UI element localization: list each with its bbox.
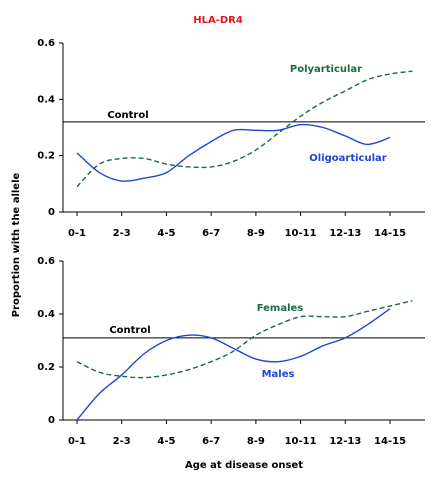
series-line bbox=[76, 308, 391, 421]
x-tick-label: 8-9 bbox=[247, 228, 265, 239]
title: HLA-DR4 bbox=[193, 15, 243, 26]
y-axis-label: Proportion with the allele bbox=[11, 172, 22, 317]
x-axis-label: Age at disease onset bbox=[185, 460, 303, 471]
y-tick-label: 0 bbox=[48, 207, 55, 218]
series-line bbox=[76, 70, 413, 188]
y-tick-label: 0.2 bbox=[37, 362, 55, 373]
x-tick-label: 10-11 bbox=[285, 228, 317, 239]
series-line bbox=[76, 123, 391, 182]
series-label: Oligoarticular bbox=[309, 153, 386, 164]
control-label: Control bbox=[109, 325, 150, 336]
x-tick-label: 0-1 bbox=[68, 228, 86, 239]
y-tick-label: 0 bbox=[48, 415, 55, 426]
x-tick-label: 14-15 bbox=[374, 228, 406, 239]
x-tick-label: 4-5 bbox=[157, 228, 175, 239]
x-tick-label: 2-3 bbox=[113, 228, 131, 239]
x-tick-label: 0-1 bbox=[68, 436, 86, 447]
y-tick-label: 0.4 bbox=[37, 94, 55, 105]
series-label: Females bbox=[257, 303, 304, 314]
x-tick-label: 6-7 bbox=[202, 436, 220, 447]
y-tick-label: 0.4 bbox=[37, 309, 55, 320]
y-tick-label: 0.2 bbox=[37, 151, 55, 162]
x-tick-label: 6-7 bbox=[202, 228, 220, 239]
x-tick-label: 12-13 bbox=[329, 228, 361, 239]
control-label: Control bbox=[107, 110, 148, 121]
x-tick-label: 8-9 bbox=[247, 436, 265, 447]
x-tick-label: 10-11 bbox=[285, 436, 317, 447]
x-tick-label: 14-15 bbox=[374, 436, 406, 447]
x-tick-label: 4-5 bbox=[157, 436, 175, 447]
series-label: Polyarticular bbox=[290, 64, 362, 75]
y-tick-label: 0.6 bbox=[37, 38, 55, 49]
y-tick-label: 0.6 bbox=[37, 256, 55, 267]
series-label: Males bbox=[262, 369, 295, 380]
series-line bbox=[76, 300, 413, 379]
x-tick-label: 2-3 bbox=[113, 436, 131, 447]
x-tick-label: 12-13 bbox=[329, 436, 361, 447]
